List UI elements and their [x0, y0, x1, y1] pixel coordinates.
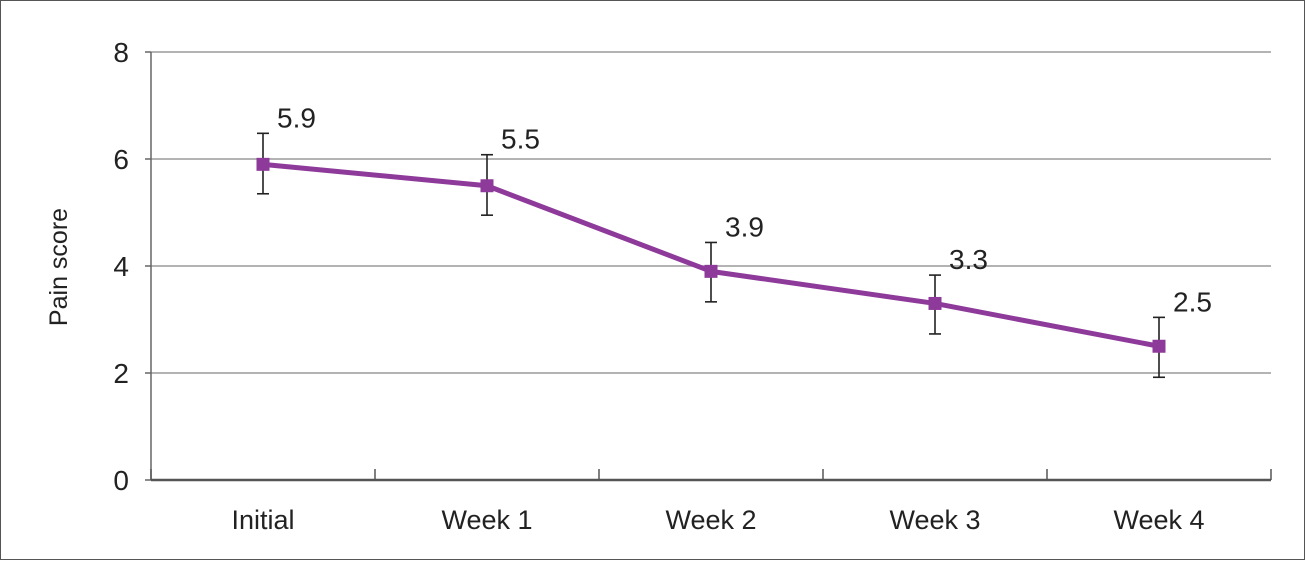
data-point-marker [480, 179, 494, 193]
x-tick-label: Week 4 [1113, 505, 1204, 535]
data-point-marker [1152, 339, 1166, 353]
data-point-marker [704, 264, 718, 278]
data-point-marker [256, 157, 270, 171]
x-tick-label: Week 3 [889, 505, 980, 535]
x-tick-label: Initial [231, 505, 294, 535]
y-tick-label-0: 0 [113, 465, 129, 496]
data-label: 3.9 [725, 211, 764, 242]
data-label: 2.5 [1173, 286, 1212, 317]
y-tick-labels: 0 2 4 6 8 [113, 37, 129, 496]
data-label: 5.9 [277, 102, 316, 133]
x-tick-label: Week 1 [441, 505, 532, 535]
y-tick-label-4: 4 [113, 251, 129, 282]
y-tick-label-8: 8 [113, 37, 129, 68]
x-tick-labels: Initial Week 1 Week 2 Week 3 Week 4 [231, 505, 1204, 535]
y-tick-label-6: 6 [113, 144, 129, 175]
data-label: 3.3 [949, 244, 988, 275]
x-tick-label: Week 2 [665, 505, 756, 535]
data-label: 5.5 [501, 124, 540, 155]
series-pain-score: 5.9 5.5 3.9 3.3 2.5 [256, 102, 1212, 379]
axes [145, 51, 1272, 482]
y-tick-label-2: 2 [113, 358, 129, 389]
data-point-marker [928, 296, 942, 310]
y-axis-label: Pain score [45, 208, 73, 326]
gridlines [151, 51, 1271, 374]
